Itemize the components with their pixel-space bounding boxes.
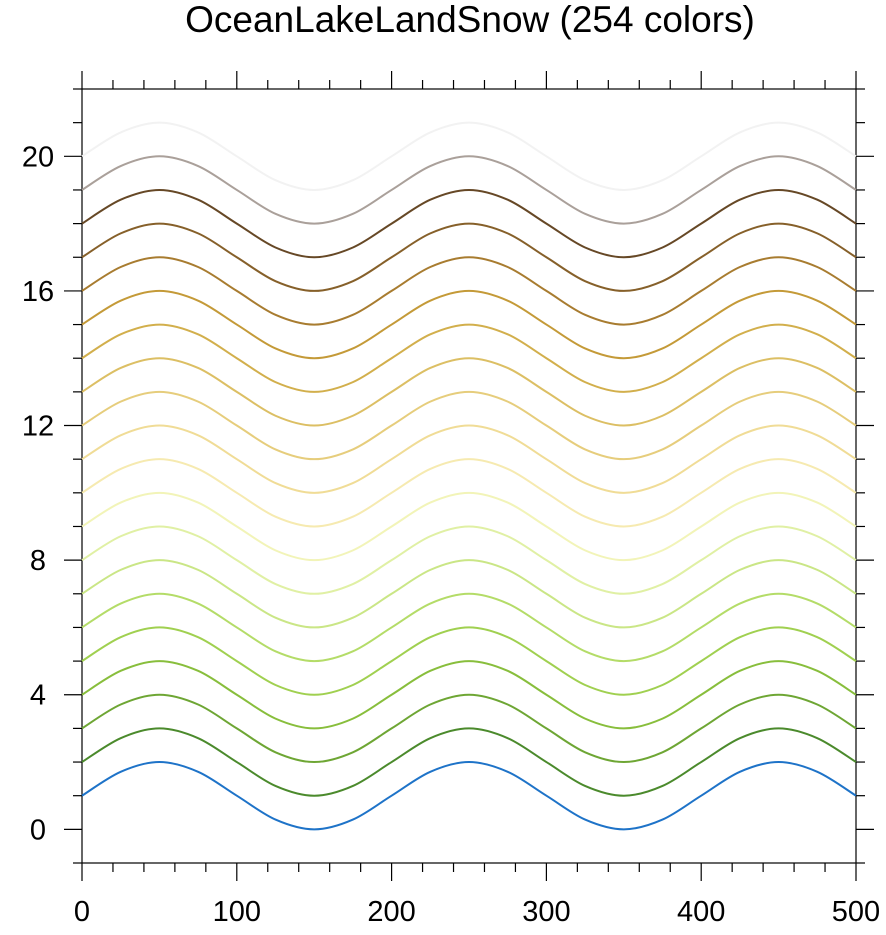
chart-title: OceanLakeLandSnow (254 colors) bbox=[185, 0, 755, 40]
x-tick-label: 500 bbox=[832, 896, 880, 928]
y-tick-label: 12 bbox=[22, 411, 54, 443]
x-tick-label: 300 bbox=[522, 896, 570, 928]
line bbox=[81, 155, 857, 225]
line bbox=[81, 458, 857, 528]
x-tick-label: 200 bbox=[367, 896, 415, 928]
line bbox=[81, 256, 857, 326]
line bbox=[81, 357, 857, 427]
line bbox=[81, 727, 857, 797]
line bbox=[81, 693, 857, 764]
plot-frame bbox=[81, 88, 857, 864]
line bbox=[81, 491, 857, 562]
line bbox=[81, 289, 857, 360]
line bbox=[81, 626, 857, 696]
y-tick-label: 4 bbox=[30, 680, 46, 712]
line bbox=[81, 761, 857, 831]
x-tick-label: 400 bbox=[677, 896, 725, 928]
line bbox=[81, 424, 857, 494]
line bbox=[81, 660, 857, 730]
y-tick-label: 16 bbox=[22, 276, 54, 308]
line bbox=[81, 121, 857, 191]
y-tick-label: 20 bbox=[22, 141, 54, 173]
line bbox=[81, 188, 857, 259]
line bbox=[81, 525, 857, 595]
line bbox=[81, 390, 857, 461]
y-tick-label: 0 bbox=[30, 814, 46, 846]
line bbox=[81, 222, 857, 292]
line bbox=[81, 559, 857, 629]
line bbox=[81, 592, 857, 663]
x-tick-label: 0 bbox=[74, 896, 90, 928]
x-tick-label: 100 bbox=[213, 896, 261, 928]
y-tick-label: 8 bbox=[30, 545, 46, 577]
line bbox=[81, 323, 857, 393]
